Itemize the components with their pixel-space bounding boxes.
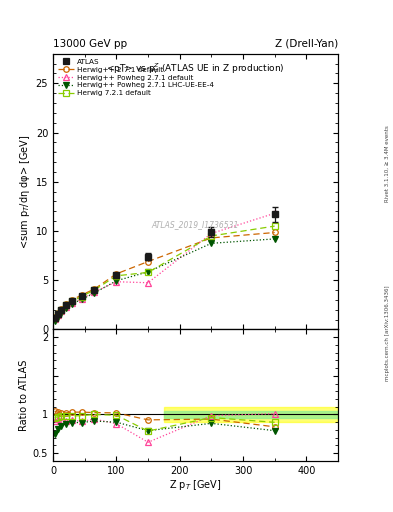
Text: ATLAS_2019_I1736531: ATLAS_2019_I1736531 (152, 220, 239, 229)
Legend: ATLAS, Herwig++ 2.7.1 default, Herwig++ Powheg 2.7.1 default, Herwig++ Powheg 2.: ATLAS, Herwig++ 2.7.1 default, Herwig++ … (56, 57, 216, 98)
Y-axis label: <sum p$_T$/dη dφ> [GeV]: <sum p$_T$/dη dφ> [GeV] (18, 134, 31, 249)
X-axis label: Z p$_T$ [GeV]: Z p$_T$ [GeV] (169, 478, 222, 493)
Bar (164, 407, 338, 422)
Text: Z (Drell-Yan): Z (Drell-Yan) (275, 38, 338, 49)
Text: Rivet 3.1.10, ≥ 3.4M events: Rivet 3.1.10, ≥ 3.4M events (385, 125, 389, 202)
Text: 13000 GeV pp: 13000 GeV pp (53, 38, 127, 49)
Bar (164, 411, 338, 418)
Text: <pT> vs p$_T^Z$ (ATLAS UE in Z production): <pT> vs p$_T^Z$ (ATLAS UE in Z productio… (106, 60, 285, 76)
Text: mcplots.cern.ch [arXiv:1306.3436]: mcplots.cern.ch [arXiv:1306.3436] (385, 285, 389, 380)
Y-axis label: Ratio to ATLAS: Ratio to ATLAS (18, 359, 29, 431)
